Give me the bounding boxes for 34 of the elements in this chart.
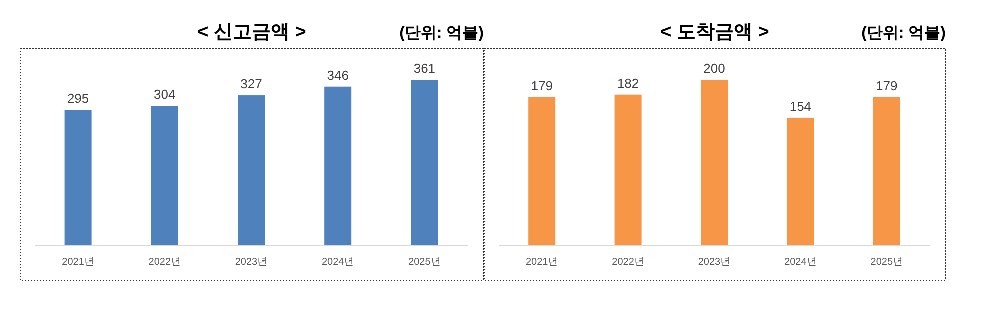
bar xyxy=(64,110,92,245)
data-label: 304 xyxy=(154,87,176,102)
x-tick-label: 2022년 xyxy=(612,257,644,268)
bar xyxy=(411,80,438,245)
x-tick-label: 2023년 xyxy=(235,257,268,268)
bar xyxy=(614,94,642,245)
x-tick-label: 2022년 xyxy=(148,257,182,268)
data-label: 179 xyxy=(876,78,898,94)
data-label: 200 xyxy=(704,61,726,76)
data-label: 327 xyxy=(240,76,262,92)
data-label: 346 xyxy=(327,68,349,83)
x-tick-label: 2025년 xyxy=(408,257,441,268)
bar xyxy=(873,97,900,245)
bar xyxy=(701,80,728,245)
data-label: 179 xyxy=(531,78,553,94)
bar xyxy=(238,96,265,245)
bar xyxy=(787,118,814,245)
x-tick-label: 2023년 xyxy=(698,257,731,268)
data-label: 182 xyxy=(617,76,640,91)
data-label: 295 xyxy=(67,91,90,106)
bar xyxy=(151,106,178,245)
bar xyxy=(324,86,352,245)
data-label: 361 xyxy=(414,61,436,76)
x-tick-label: 2024년 xyxy=(322,257,354,268)
chart-title: < 도착금액 > xyxy=(660,22,770,43)
x-tick-label: 2025년 xyxy=(870,257,904,268)
x-tick-label: 2024년 xyxy=(784,257,817,268)
chart-title: < 신고금액 > xyxy=(198,22,306,43)
x-tick-label: 2021년 xyxy=(526,257,558,268)
chart-subtitle: (단위: 억불) xyxy=(862,25,946,42)
chart-subtitle: (단위: 억불) xyxy=(400,25,484,42)
data-label: 154 xyxy=(790,98,812,114)
bar xyxy=(528,97,556,245)
x-tick-label: 2021년 xyxy=(62,257,94,268)
